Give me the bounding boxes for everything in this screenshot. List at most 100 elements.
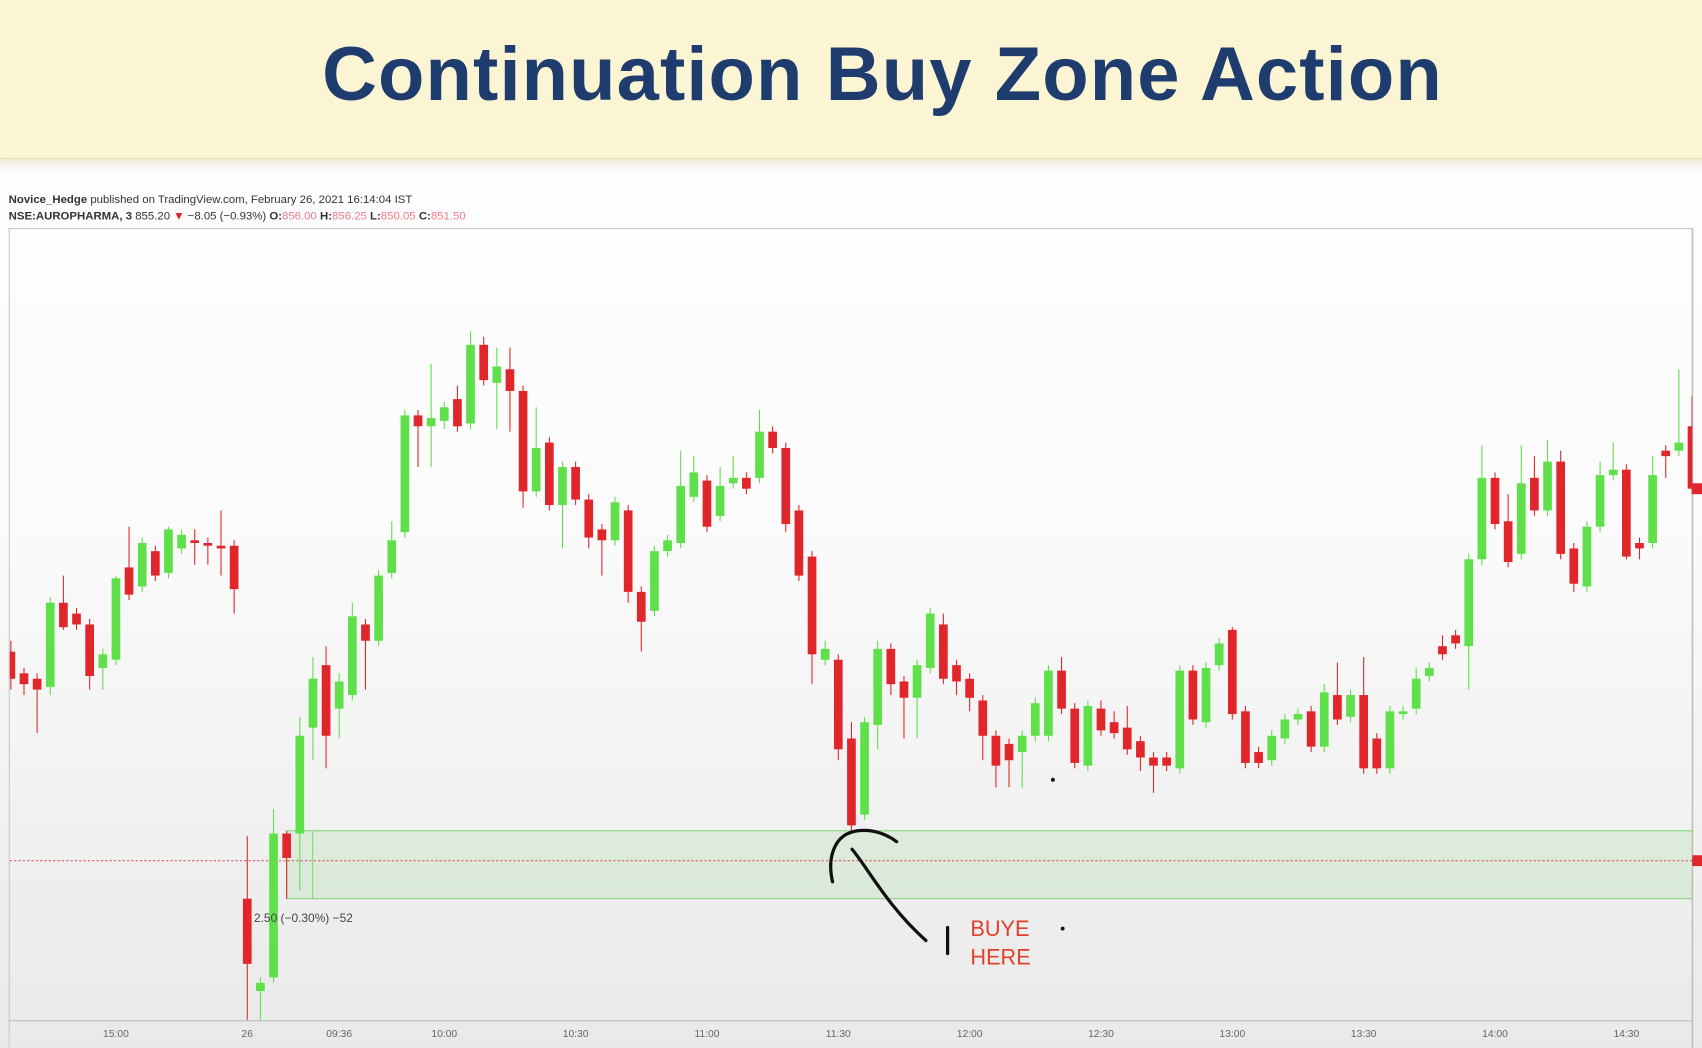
candle-body xyxy=(1464,559,1474,647)
candle-body xyxy=(531,447,541,492)
candle-body xyxy=(1595,475,1605,527)
candle-body xyxy=(952,665,961,682)
candle-body xyxy=(1530,477,1539,511)
candle-body xyxy=(1227,629,1237,715)
candle-body xyxy=(991,735,1001,766)
candle-body xyxy=(663,540,672,552)
candle-body xyxy=(1516,483,1526,554)
candle-body xyxy=(1280,719,1290,739)
candle-body xyxy=(965,678,974,698)
candle-body xyxy=(453,399,462,427)
candle-body xyxy=(1149,757,1158,766)
x-tick-label: 14:00 xyxy=(1482,1029,1508,1040)
candle-body xyxy=(256,982,265,991)
candle-body xyxy=(873,648,883,725)
candle-body xyxy=(1687,426,1693,489)
ohlc-value: 850.05 xyxy=(381,210,416,222)
candle-body xyxy=(1214,643,1224,666)
candle-body xyxy=(269,833,278,978)
candle-body xyxy=(413,415,423,427)
candle-body xyxy=(1385,711,1395,769)
candle-body xyxy=(820,648,830,660)
candle-body xyxy=(1109,722,1119,734)
candle-body xyxy=(1017,735,1027,753)
candle-body xyxy=(164,529,173,573)
dot xyxy=(1050,777,1055,782)
published: published on TradingView.com, February 2… xyxy=(87,194,412,206)
candle-body xyxy=(1477,477,1487,560)
candle-body xyxy=(1424,667,1434,677)
ohlc-value: 856.25 xyxy=(332,210,367,222)
ohlc-label: C: xyxy=(419,210,431,222)
candle-body xyxy=(137,543,147,587)
candle-body xyxy=(728,477,738,484)
x-tick-label: 15:00 xyxy=(103,1029,129,1040)
x-tick-label: 11:30 xyxy=(826,1029,851,1040)
x-tick-label: 12:30 xyxy=(1088,1029,1114,1040)
candle-body xyxy=(124,567,134,595)
x-tick-label: 13:00 xyxy=(1219,1029,1245,1040)
symbol-info: NSE:AUROPHARMA, 3 855.20 ▼ −8.05 (−0.93%… xyxy=(9,210,466,222)
candle-body xyxy=(742,477,751,489)
candle-body xyxy=(1175,670,1185,769)
candle-body xyxy=(847,738,856,826)
candle-body xyxy=(400,415,410,533)
candle-body xyxy=(925,613,935,668)
hand-arrow-head xyxy=(829,828,899,884)
candle-body xyxy=(623,510,633,592)
candle-body xyxy=(518,390,528,492)
candle-body xyxy=(1136,741,1145,758)
candle-body xyxy=(1556,461,1566,554)
candle-body xyxy=(1333,695,1342,720)
candle-body xyxy=(282,833,292,858)
candle-body xyxy=(781,447,791,524)
candle-body xyxy=(755,431,764,478)
candle-body xyxy=(1411,678,1421,709)
candle-body xyxy=(45,602,55,687)
candle-body xyxy=(715,485,725,516)
candle-body xyxy=(1635,543,1644,549)
change: −8.05 (−0.93%) xyxy=(188,210,267,222)
candle-body xyxy=(72,613,81,625)
candle-body xyxy=(203,543,213,546)
candle-body xyxy=(545,442,554,505)
candle-body xyxy=(912,665,922,698)
candle-body xyxy=(1372,738,1382,769)
candle-body xyxy=(1451,635,1460,644)
candle-body xyxy=(1306,711,1316,747)
hand-arrow xyxy=(850,847,928,943)
x-tick-label: 10:00 xyxy=(431,1029,457,1040)
annotation: BUYE xyxy=(970,916,1029,941)
candle-body xyxy=(1398,711,1408,715)
candle-body xyxy=(439,407,449,421)
candle-body xyxy=(190,540,200,544)
candle-body xyxy=(1096,708,1106,731)
candle-body xyxy=(1201,667,1211,723)
candle-body xyxy=(216,545,226,549)
candle-body xyxy=(1004,743,1014,761)
candle-body xyxy=(1241,711,1250,763)
candle-body xyxy=(1319,692,1329,747)
candle-body xyxy=(1582,526,1592,587)
ohlc-label: H: xyxy=(320,210,332,222)
ohlc-label: O: xyxy=(269,210,282,222)
annotation: HERE xyxy=(970,944,1030,969)
down-arrow: ▼ xyxy=(173,210,184,222)
candle-body xyxy=(32,678,42,690)
candle-body xyxy=(676,485,686,544)
candle-body xyxy=(1122,727,1132,750)
candle-body xyxy=(505,369,515,391)
ohlc-value: 856.00 xyxy=(282,210,317,222)
publish-info: Novice_Hedge published on TradingView.co… xyxy=(9,194,413,206)
x-tick-label: 14:30 xyxy=(1613,1029,1639,1040)
candle-body xyxy=(650,551,659,611)
ohlc-value: 851.50 xyxy=(431,210,466,222)
x-tick-label: 10:30 xyxy=(563,1029,589,1040)
candle-body xyxy=(597,529,607,541)
candle-body xyxy=(833,659,843,750)
candle-body xyxy=(1608,469,1618,476)
candle-body xyxy=(59,602,68,628)
candle-body xyxy=(636,591,646,622)
x-tick-label: 13:30 xyxy=(1351,1029,1377,1040)
